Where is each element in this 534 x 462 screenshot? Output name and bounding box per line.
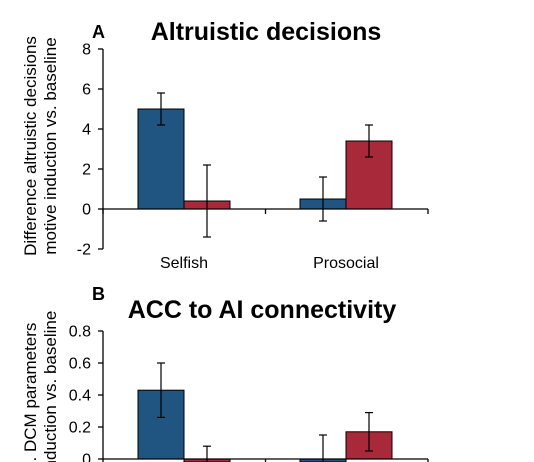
panel-b-ylabel: . DCM parameters induction vs. baseline — [21, 311, 60, 462]
panel-b-error-bar — [319, 434, 327, 462]
panel-a-plot: -2 0 2 4 6 8 — [77, 42, 429, 259]
panel-a-title: Altruistic decisions — [151, 18, 382, 46]
panel-b-error-bar — [365, 412, 373, 452]
panel-a-y-tick-label: 8 — [82, 42, 91, 59]
panel-b-y-tick-label: 0 — [82, 452, 91, 462]
panel-a-error-bar — [157, 92, 165, 126]
panel-a-error-bar — [365, 124, 373, 158]
panel-b-ylabel-line-1: . DCM parameters — [21, 323, 40, 462]
panel-b-title: ACC to AI connectivity — [128, 296, 397, 324]
panel-a-y-tick-label: 2 — [82, 162, 91, 179]
panel-b-y-tick-label: 0.4 — [69, 388, 91, 405]
panel-b-y-tick-label: 0.8 — [69, 324, 91, 341]
panel-b-letter: B — [92, 284, 105, 304]
panel-a-ylabel-line-1: Difference altruistic decisions — [21, 36, 40, 256]
panel-b-ylabel-line-2: induction vs. baseline — [41, 311, 60, 462]
panel-a-category-label-prosocial: Prosocial — [313, 255, 379, 272]
panel-a-error-bar — [319, 176, 327, 222]
panel-a-ylabel-line-2: motive induction vs. baseline — [41, 37, 60, 254]
panel-a-letter: A — [92, 22, 105, 42]
panel-a-error-bar — [203, 164, 211, 238]
panel-a-category-label-selfish: Selfish — [160, 255, 208, 272]
panel-a-y-tick-label: -2 — [77, 242, 91, 259]
panel-b-error-bar — [203, 445, 211, 462]
panel-b-plot: 0 0.2 0.4 0.6 0.8 — [69, 324, 429, 462]
panel-a-y-tick-label: 6 — [82, 82, 91, 99]
panel-a-y-tick-label: 0 — [82, 202, 91, 219]
panel-a-y-tick-label: 4 — [82, 122, 91, 139]
panel-b-y-tick-label: 0.2 — [69, 420, 91, 437]
panel-a-ylabel: Difference altruistic decisions motive i… — [21, 36, 60, 256]
panel-b-y-tick-label: 0.6 — [69, 356, 91, 373]
panel-b-error-bar — [157, 362, 165, 418]
